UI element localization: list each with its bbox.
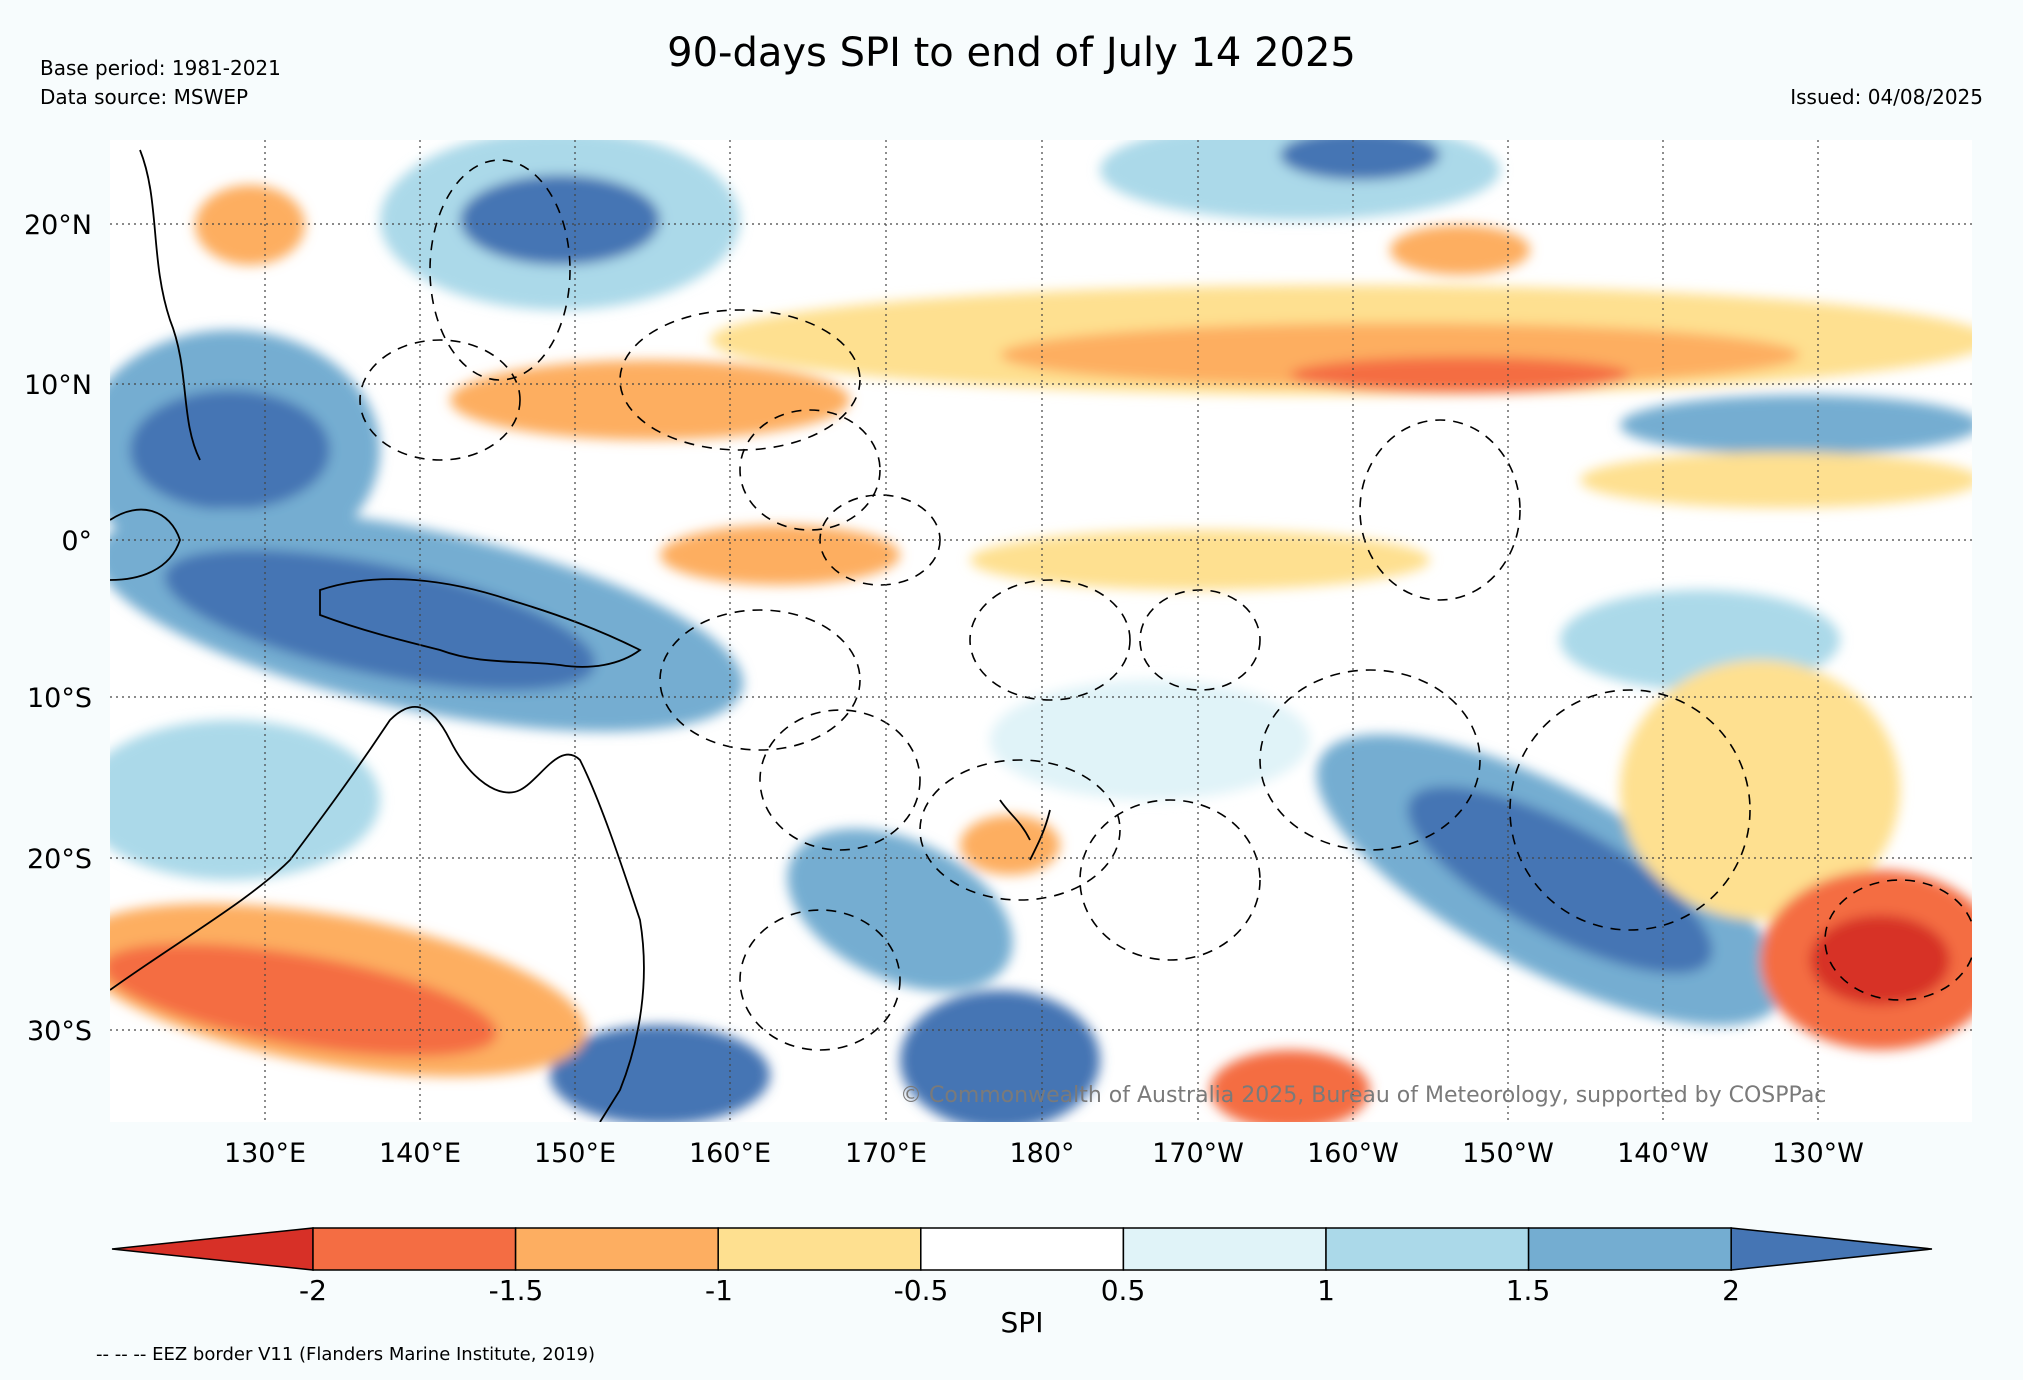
lon-tick-150e: 150°E [534,1138,616,1169]
philippines-coast [139,149,201,461]
dry-band-equator-east [970,530,1430,590]
cbar-segment [717,1227,922,1271]
dry-core-sw [110,943,498,1057]
dry-region-fiji [960,815,1060,875]
wet-region-east-band [1620,395,1972,455]
eez-cook [1259,669,1481,851]
data-source: Data source: MSWEP [40,85,249,109]
eez-new-caledonia [739,909,901,1051]
cbar-segment [1325,1227,1530,1271]
cbar-segment [312,1227,517,1271]
wet-region-sw-corner [550,1025,770,1122]
map-title: 90-days SPI to end of July 14 2025 [667,30,1356,76]
colorbar-label: SPI [1001,1306,1044,1339]
borneo-coast [110,508,181,581]
lon-tick-150w: 150°W [1462,1138,1554,1169]
spi-field [110,140,1972,1122]
lat-tick-30s: 30°S [27,1016,92,1047]
cbar-tick-1: 1 [1317,1274,1335,1307]
eez-samoa [1139,589,1261,691]
eez-vanuatu [759,709,921,851]
cbar-tick-minus-1-5: -1.5 [489,1274,544,1307]
lat-tick-20n: 20°N [24,210,92,241]
wet-region-coral-sea [110,720,380,880]
eez-tonga [1079,799,1261,961]
wet-region-central-south [990,680,1310,800]
dry-peak-se [1810,915,1950,1005]
eez-kiribati-west [739,409,881,531]
cbar-extend-high [1730,1227,1933,1271]
wet-region-south [900,990,1100,1122]
lon-tick-170e: 170°E [845,1138,927,1169]
new-zealand-coast [999,799,1051,861]
cbar-segment [920,1227,1125,1271]
eez-french-polynesia [1509,689,1751,931]
wet-core-png [164,549,596,691]
dry-peak-north [1290,357,1630,393]
lon-tick-160e: 160°E [689,1138,771,1169]
eez-kiribati-east [1359,419,1521,601]
lon-tick-140w: 140°W [1617,1138,1709,1169]
cbar-segment [514,1227,719,1271]
copyright-credit: © Commonwealth of Australia 2025, Bureau… [900,1083,1827,1108]
eez-micronesia [429,159,571,381]
dry-band-east [1580,452,1972,508]
wet-core-nw-pacific [460,175,660,265]
eez-australia-east [359,339,521,461]
lon-tick-130e: 130°E [224,1138,306,1169]
dry-region-hawaii [1390,225,1530,275]
cbar-tick-minus-0-5: -0.5 [894,1274,949,1307]
cbar-tick-1-5: 1.5 [1506,1274,1551,1307]
wet-core-north-central [1280,140,1440,180]
dry-region-se [1620,660,1900,920]
eez-solomon [659,609,861,751]
eez-footnote: -- -- -- EEZ border V11 (Flanders Marine… [96,1344,596,1365]
lon-tick-140e: 140°E [379,1138,461,1169]
lon-tick-170w: 170°W [1152,1138,1244,1169]
wet-region-tasman [787,828,1013,992]
cbar-tick-0-5: 0.5 [1101,1274,1146,1307]
eez-marshall [619,309,861,451]
base-period: Base period: 1981-2021 [40,56,281,80]
lat-tick-20s: 20°S [27,844,92,875]
issued-date: Issued: 04/08/2025 [1790,85,1983,109]
colorbar [111,1227,1933,1271]
cbar-tick-minus-1: -1 [705,1274,733,1307]
lon-tick-180: 180° [1009,1138,1074,1169]
lon-tick-160w: 160°W [1307,1138,1399,1169]
cbar-extend-low [111,1227,314,1271]
colorbar-ticks: -2 -1.5 -1 -0.5 0.5 1 1.5 2 [299,1274,1740,1307]
wet-core-philippines [130,390,330,510]
australia-coast [110,705,645,1122]
cbar-tick-minus-2: -2 [299,1274,327,1307]
latitude-ticks: 20°N 10°N 0° 10°S 20°S 30°S [24,210,92,1047]
lat-tick-0: 0° [61,526,92,557]
wet-core-south-east [1407,786,1713,974]
cbar-segment [1122,1227,1327,1271]
lat-tick-10n: 10°N [24,370,92,401]
eez-tuvalu [969,579,1131,701]
longitude-ticks: 130°E 140°E 150°E 160°E 170°E 180° 170°W… [224,1138,1864,1169]
graticule [110,140,1972,1122]
lon-tick-130w: 130°W [1772,1138,1864,1169]
lat-tick-10s: 10°S [27,683,92,714]
cbar-tick-2: 2 [1722,1274,1740,1307]
dry-region-south-central [1210,1050,1370,1122]
dry-band-equator [660,525,900,585]
dry-region-nw-small [195,185,305,265]
cbar-segment [1527,1227,1732,1271]
dry-band-west [450,360,850,440]
eez-fiji [919,759,1121,901]
